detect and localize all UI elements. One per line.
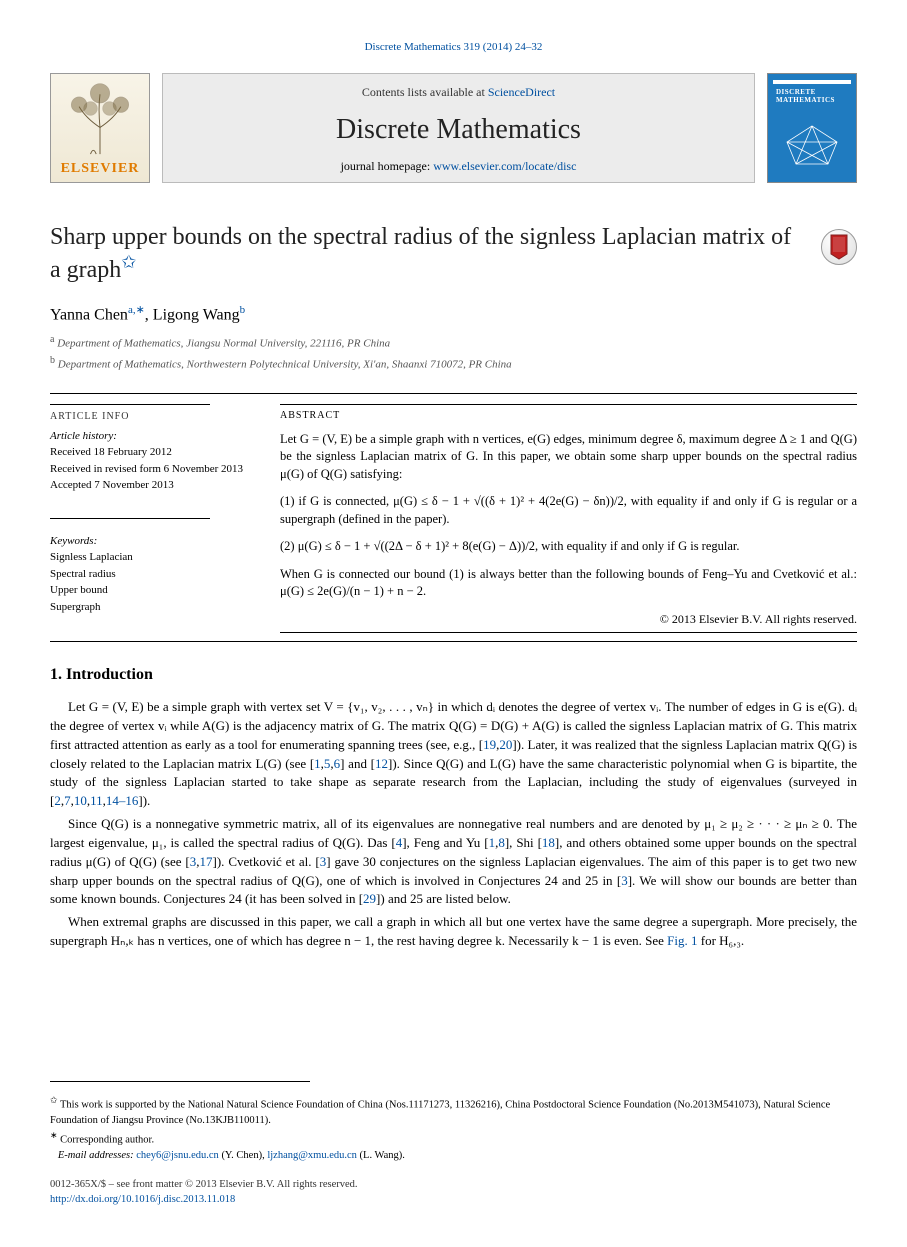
footnote-rule — [50, 1081, 310, 1088]
author-1: Yanna Chen — [50, 306, 128, 323]
journal-name: Discrete Mathematics — [336, 110, 581, 149]
affiliation-b: b Department of Mathematics, Northwester… — [50, 354, 857, 373]
ref-fig1[interactable]: Fig. 1 — [667, 933, 697, 948]
ref-14-16[interactable]: 14–16 — [106, 793, 139, 808]
ref-19[interactable]: 19 — [483, 737, 496, 752]
elsevier-logo[interactable]: ELSEVIER — [50, 73, 150, 183]
rule-top — [50, 393, 857, 394]
abstract-p1: Let G = (V, E) be a simple graph with n … — [280, 431, 857, 484]
ref-17[interactable]: 17 — [200, 854, 213, 869]
homepage-label: journal homepage: — [341, 159, 434, 173]
crossmark-button[interactable] — [821, 229, 857, 265]
article-info: ARTICLE INFO Article history: Received 1… — [50, 404, 250, 633]
keyword-2: Spectral radius — [50, 566, 250, 583]
contents-available-label: Contents lists available at — [362, 85, 488, 99]
journal-homepage: journal homepage: www.elsevier.com/locat… — [341, 158, 577, 175]
received: Received 18 February 2012 — [50, 444, 250, 461]
header-citation: Discrete Mathematics 319 (2014) 24–32 — [50, 40, 857, 55]
sciencedirect-link[interactable]: ScienceDirect — [488, 85, 555, 99]
revised: Received in revised form 6 November 2013 — [50, 461, 250, 478]
front-matter: 0012-365X/$ – see front matter © 2013 El… — [50, 1178, 857, 1193]
banner-center: Contents lists available at ScienceDirec… — [162, 73, 755, 183]
ref-29[interactable]: 29 — [363, 891, 376, 906]
elsevier-tree-icon — [61, 80, 139, 156]
journal-banner: ELSEVIER Contents lists available at Sci… — [50, 73, 857, 183]
keyword-1: Signless Laplacian — [50, 549, 250, 566]
email-2[interactable]: ljzhang@xmu.edu.cn — [267, 1150, 357, 1161]
abstract: ABSTRACT Let G = (V, E) be a simple grap… — [280, 404, 857, 633]
email-1[interactable]: chey6@jsnu.edu.cn — [136, 1150, 219, 1161]
journal-cover-thumbnail[interactable]: DISCRETE MATHEMATICS — [767, 73, 857, 183]
abstract-p2: When G is connected our bound (1) is alw… — [280, 566, 857, 601]
abstract-f2: (2) μ(G) ≤ δ − 1 + √((2Δ − δ + 1)² + 8(e… — [280, 538, 857, 556]
footnote-funding: ✩ This work is supported by the National… — [50, 1094, 857, 1129]
crossmark-icon — [829, 234, 849, 260]
cover-bar — [773, 80, 851, 84]
authors: Yanna Chena,∗, Ligong Wangb — [50, 303, 857, 327]
footnote-emails: E-mail addresses: chey6@jsnu.edu.cn (Y. … — [50, 1148, 857, 1164]
intro-p3: When extremal graphs are discussed in th… — [50, 913, 857, 951]
accepted: Accepted 7 November 2013 — [50, 477, 250, 494]
body: 1. Introduction Let G = (V, E) be a simp… — [50, 664, 857, 951]
article-title: Sharp upper bounds on the spectral radiu… — [50, 223, 801, 285]
ref-12[interactable]: 12 — [375, 756, 388, 771]
cover-graph-icon — [776, 109, 848, 179]
footnotes: ✩ This work is supported by the National… — [50, 1094, 857, 1164]
cover-title: DISCRETE MATHEMATICS — [776, 89, 850, 104]
elsevier-brand-text: ELSEVIER — [61, 159, 140, 179]
keyword-3: Upper bound — [50, 582, 250, 599]
doi-bar: 0012-365X/$ – see front matter © 2013 El… — [50, 1178, 857, 1207]
abstract-copyright: © 2013 Elsevier B.V. All rights reserved… — [280, 611, 857, 628]
affiliation-a: a Department of Mathematics, Jiangsu Nor… — [50, 333, 857, 352]
ref-10[interactable]: 10 — [74, 793, 87, 808]
rule-full — [50, 641, 857, 642]
abstract-head: ABSTRACT — [280, 409, 857, 423]
ref-18[interactable]: 18 — [542, 835, 555, 850]
article-info-head: ARTICLE INFO — [50, 404, 210, 424]
title-footnote-star[interactable]: ✩ — [121, 252, 136, 272]
section-1-title: 1. Introduction — [50, 664, 857, 686]
author-2: Ligong Wang — [153, 306, 240, 323]
doi-link[interactable]: http://dx.doi.org/10.1016/j.disc.2013.11… — [50, 1194, 235, 1205]
ref-11[interactable]: 11 — [90, 793, 103, 808]
footnote-corresponding: ∗ Corresponding author. — [50, 1129, 857, 1148]
author-2-refs[interactable]: b — [240, 304, 246, 316]
keywords-label: Keywords: — [50, 533, 250, 550]
homepage-link[interactable]: www.elsevier.com/locate/disc — [433, 159, 576, 173]
ref-20[interactable]: 20 — [499, 737, 512, 752]
intro-p2: Since Q(G) is a nonnegative symmetric ma… — [50, 815, 857, 909]
author-1-refs[interactable]: a,∗ — [128, 304, 145, 316]
intro-p1: Let G = (V, E) be a simple graph with ve… — [50, 698, 857, 811]
abstract-f1: (1) if G is connected, μ(G) ≤ δ − 1 + √(… — [280, 493, 857, 528]
history-label: Article history: — [50, 430, 117, 442]
contents-available: Contents lists available at ScienceDirec… — [362, 84, 555, 101]
keyword-4: Supergraph — [50, 599, 250, 616]
